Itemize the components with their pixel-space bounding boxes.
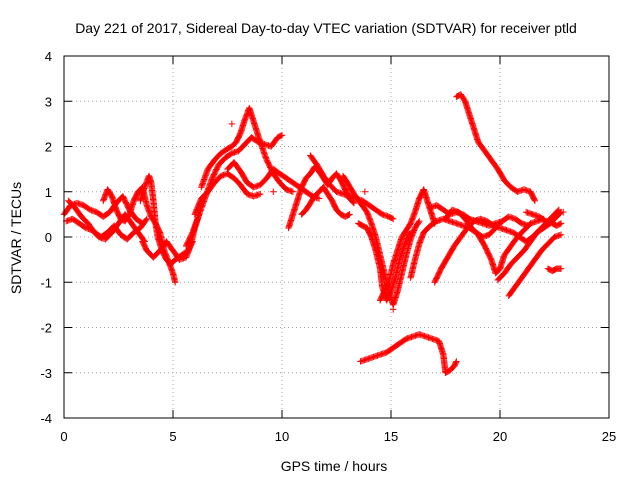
x-tick-label: 0: [60, 429, 67, 444]
data-point: [416, 217, 423, 225]
axis-ticks: [63, 55, 610, 419]
data-point: [278, 131, 286, 139]
y-tick-label: -4: [40, 411, 52, 426]
data-point: [557, 231, 565, 238]
data-point: [345, 211, 352, 219]
y-tick-labels: -4 -3 -2 -1 0 1 2 3 4: [40, 49, 52, 426]
y-tick-label: -1: [40, 275, 52, 290]
data-point: [557, 265, 565, 272]
data-point: [257, 190, 264, 198]
data-point: [388, 215, 396, 222]
data-point: [228, 120, 236, 128]
data-point: [346, 211, 353, 218]
x-tick-label: 15: [384, 429, 398, 444]
data-point: [350, 199, 358, 207]
data-point: [289, 188, 297, 195]
chart-title: Day 221 of 2017, Sidereal Day-to-day VTE…: [75, 20, 577, 36]
data-point: [408, 229, 415, 237]
data-point: [389, 306, 397, 313]
y-tick-label: 4: [45, 49, 52, 64]
x-tick-label: 10: [275, 429, 289, 444]
data-point: [389, 215, 397, 223]
data-point: [270, 188, 277, 195]
data-point: [171, 279, 179, 286]
y-tick-label: 2: [45, 140, 52, 155]
data-point: [143, 215, 151, 223]
data-point: [556, 209, 564, 217]
x-tick-label: 20: [493, 429, 507, 444]
data-point: [452, 359, 460, 366]
data-point: [315, 195, 323, 202]
x-tick-label: 5: [169, 429, 176, 444]
data-point: [531, 197, 539, 204]
data-point: [142, 216, 150, 224]
data-point: [531, 196, 538, 203]
data-point: [277, 132, 285, 139]
data-point: [556, 220, 564, 228]
data-point: [361, 188, 369, 195]
y-tick-label: 0: [45, 230, 52, 245]
x-axis-label: GPS time / hours: [281, 458, 388, 474]
y-tick-label: 1: [45, 185, 52, 200]
x-tick-labels: 0 5 10 15 20 25: [60, 429, 616, 444]
y-tick-label: -2: [40, 321, 52, 336]
data-point: [560, 208, 567, 216]
y-tick-label: -3: [40, 366, 52, 381]
y-tick-label: 3: [45, 94, 52, 109]
data-point: [409, 229, 416, 236]
data-point: [557, 220, 565, 227]
y-axis-label: SDTVAR / TECUs: [8, 182, 24, 294]
data-point: [415, 219, 422, 226]
data-point: [453, 358, 460, 365]
x-tick-label: 25: [602, 429, 616, 444]
data-points: [60, 91, 567, 376]
